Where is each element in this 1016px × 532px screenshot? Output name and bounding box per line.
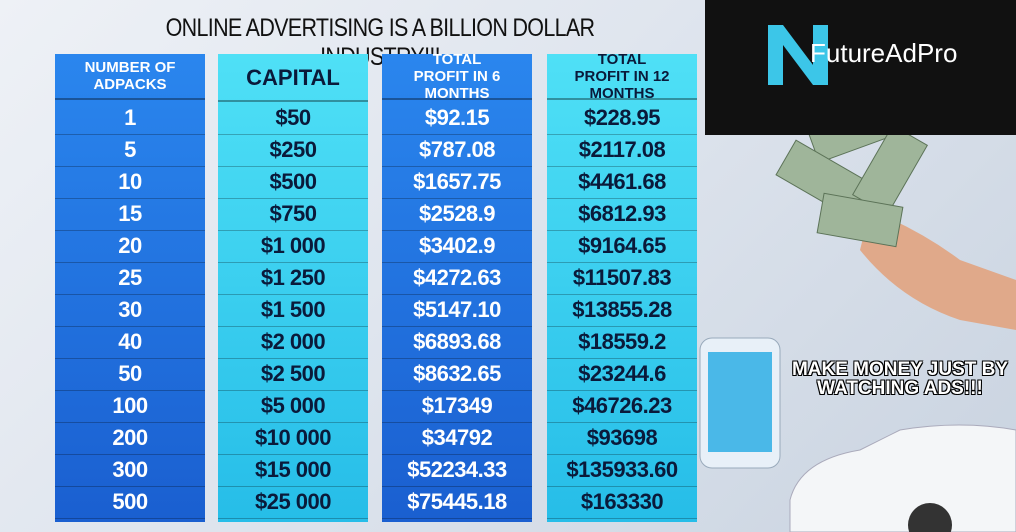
- cell: $2528.9: [382, 198, 532, 231]
- cell: 30: [55, 294, 205, 327]
- cell: $163330: [547, 486, 697, 519]
- cell: $23244.6: [547, 358, 697, 391]
- cell: $13855.28: [547, 294, 697, 327]
- cell: $3402.9: [382, 230, 532, 263]
- column: TOTAL PROFIT IN 12 MONTHS $228.95 $2117.08…: [547, 51, 697, 522]
- cell: $5147.10: [382, 294, 532, 327]
- car-wheel: [908, 503, 952, 532]
- cell: $34792: [382, 422, 532, 455]
- cell: $4461.68: [547, 166, 697, 199]
- money: [775, 96, 929, 248]
- cell: 5: [55, 134, 205, 167]
- hand: [860, 210, 1016, 330]
- cell: $1 250: [218, 262, 368, 295]
- cell: $11507.83: [547, 262, 697, 295]
- cell: $15 000: [218, 454, 368, 487]
- cell: $750: [218, 198, 368, 231]
- column-header: TOTAL PROFIT IN 12 MONTHS: [547, 51, 697, 102]
- cell: $93698: [547, 422, 697, 455]
- cell: $17349: [382, 390, 532, 423]
- cell: $8632.65: [382, 358, 532, 391]
- cell: 100: [55, 390, 205, 423]
- brand: FutureAdPro: [810, 38, 958, 68]
- cell: 1: [55, 102, 205, 135]
- cell: 20: [55, 230, 205, 263]
- phone-screen: [708, 352, 772, 452]
- cell: $250: [218, 134, 368, 167]
- column: TOTAL PROFIT IN 6 MONTHS $92.15 $787.08 $16…: [382, 51, 532, 522]
- cell: $135933.60: [547, 454, 697, 487]
- logo-box: [705, 0, 1016, 135]
- cell: $2 500: [218, 358, 368, 391]
- logo-icon: [768, 25, 828, 85]
- cell: $75445.18: [382, 486, 532, 519]
- cell: 200: [55, 422, 205, 455]
- column-header: TOTAL PROFIT IN 6 MONTHS: [382, 51, 532, 102]
- cell: 25: [55, 262, 205, 295]
- cell: $2117.08: [547, 134, 697, 167]
- column-header: NUMBER OF ADPACKS: [55, 54, 205, 100]
- cell: $2 000: [218, 326, 368, 359]
- car: [789, 424, 1016, 532]
- cell: 500: [55, 486, 205, 519]
- cell: $50: [218, 102, 368, 135]
- cell: $6812.93: [547, 198, 697, 231]
- slogan: MAKE MONEY JUST BY WATCHING ADS!!!: [791, 359, 1009, 399]
- cell: $228.95: [547, 102, 697, 135]
- column: CAPITAL $50 $250 $500 $750 $1 000 $1 250 $1 500…: [218, 54, 368, 522]
- cell: $1657.75: [382, 166, 532, 199]
- cell: 40: [55, 326, 205, 359]
- cell: $1 500: [218, 294, 368, 327]
- cell: $5 000: [218, 390, 368, 423]
- cell: $25 000: [218, 486, 368, 519]
- cell: $1 000: [218, 230, 368, 263]
- cell: $52234.33: [382, 454, 532, 487]
- column-header: CAPITAL: [218, 54, 368, 102]
- cell: $500: [218, 166, 368, 199]
- cell: $10 000: [218, 422, 368, 455]
- cell: 10: [55, 166, 205, 199]
- column: NUMBER OF ADPACKS 1 5 10 15 20 25 30 40 50 100 200 3…: [55, 54, 205, 522]
- cell: 50: [55, 358, 205, 391]
- cell: 15: [55, 198, 205, 231]
- cell: $18559.2: [547, 326, 697, 359]
- cell: $4272.63: [382, 262, 532, 295]
- cell: $46726.23: [547, 390, 697, 423]
- cell: 300: [55, 454, 205, 487]
- cell: $9164.65: [547, 230, 697, 263]
- cell: $6893.68: [382, 326, 532, 359]
- cell: $92.15: [382, 102, 532, 135]
- cell: $787.08: [382, 134, 532, 167]
